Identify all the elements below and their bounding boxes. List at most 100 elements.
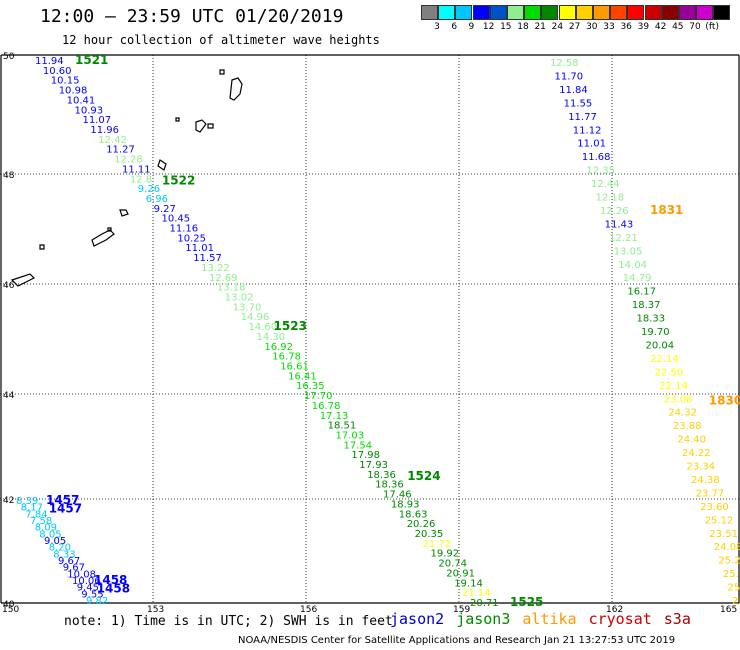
wave-height-value: 18.33 [637,314,666,325]
color-swatch [558,5,576,20]
wave-height-value: 14.60 [249,322,278,333]
color-swatch [489,5,507,20]
wave-height-value: 23.34 [687,462,716,473]
wave-height-value: 16.78 [272,352,301,363]
color-swatch [661,5,679,20]
wave-height-value: 18.36 [367,470,396,481]
wave-height-value: 9.27 [154,204,176,215]
map-subtitle: 12 hour collection of altimeter wave hei… [62,33,380,47]
pass-number-label: 1457 [46,493,79,507]
legend-item-jason3: jason3 [456,610,511,628]
wave-height-value: 10.06 [72,576,101,587]
wave-height-value: 18.51 [328,421,357,432]
color-swatch [455,5,473,20]
wave-height-value: 12.42 [98,135,127,146]
wave-height-value: 9.82 [86,596,108,607]
wave-height-value: 11.07 [83,115,112,126]
latitude-label: 48 [3,171,15,181]
wave-height-value: 11.11 [122,164,151,175]
color-swatch [610,5,628,20]
color-swatch [524,5,542,20]
wave-height-value: 17.13 [320,411,349,422]
wave-height-value: 25.2 [718,556,740,567]
pass-number-label: 1457 [49,502,82,516]
wave-height-value: 17.93 [359,460,388,471]
wave-height-value: 12.8 [130,174,152,185]
color-swatch [421,5,438,20]
wave-height-value: 25 [728,583,740,594]
footnote: note: 1) Time is in UTC; 2) SWH is in fe… [64,614,393,629]
wave-height-value: 22.50 [655,367,684,378]
wave-height-value: 23.51 [709,529,738,540]
wave-height-value: 19.92 [431,549,460,560]
latitude-label: 40 [3,600,15,610]
wave-height-value: 13.70 [233,302,262,313]
legend-item-jason2: jason2 [390,610,445,628]
legend-item-s3a: s3a [663,610,691,628]
color-scale-label: 27 [568,22,581,32]
color-scale-label: 9 [468,22,475,32]
wave-height-value: 12.58 [550,58,579,69]
color-swatch [696,5,714,20]
wave-height-value: 18.93 [391,500,420,511]
wave-height-value: 12.35 [586,166,615,177]
wave-height-value: 17.98 [351,450,380,461]
wave-height-value: 10.93 [75,105,104,116]
wave-height-value: 12.18 [596,193,625,204]
wave-height-value: 25.12 [705,515,734,526]
color-scale-label: 18 [517,22,529,32]
wave-height-value: 24.40 [677,435,706,446]
wave-height-value: 12.69 [209,273,238,284]
wave-height-value: 11.55 [564,98,593,109]
wave-height-value: 11.84 [559,85,588,96]
wave-height-value: 9.67 [58,556,80,567]
latitude-label: 50 [3,52,15,62]
wave-height-value: 24.32 [668,408,697,419]
wave-height-value: 19.70 [641,327,670,338]
pass-number-label: 1831 [650,203,683,217]
pass-number-label: 1522 [162,173,195,187]
wave-height-value: 10.15 [51,76,80,87]
wave-height-value: 16.61 [280,362,309,373]
wave-height-value: 13.05 [614,246,643,257]
wave-height-value: 20.04 [646,340,675,351]
color-scale-label: 24 [551,22,564,32]
pass-number-label: 1521 [75,53,108,67]
pass-number-label: 1458 [94,573,127,587]
wave-height-value: 25 [732,596,740,607]
pass-number-label: 1524 [407,469,440,483]
wave-height-value: 11.01 [577,139,606,150]
longitude-label: 159 [453,605,470,615]
pass-number-label: 1523 [274,319,307,333]
wave-height-value: 14.79 [623,273,652,284]
wave-height-value: 9.55 [81,589,103,600]
wave-height-value: 16.35 [296,381,325,392]
wave-height-value: 11.12 [573,125,602,136]
wave-height-value: 12.44 [591,179,620,190]
color-swatch [507,5,524,20]
wave-height-value: 8.17 [21,503,43,514]
wave-height-value: 11.94 [35,56,64,67]
wave-height-value: 10.25 [177,233,206,244]
wave-height-value: 23.77 [696,488,725,499]
color-swatch [593,5,610,20]
color-scale-label: 15 [500,22,512,32]
color-scale-label: 21 [534,22,546,32]
wave-height-value: 12.21 [609,233,638,244]
color-scale-label: 6 [451,22,458,32]
wave-height-value: 11.01 [185,243,214,254]
wave-height-value: 7.84 [25,509,47,520]
wave-height-value: 10.45 [162,214,191,225]
wave-height-value: 9.26 [138,184,160,195]
wave-height-value: 16.41 [288,371,317,382]
longitude-label: 165 [720,605,737,615]
color-swatch [438,5,456,20]
color-swatch [713,5,731,20]
wave-height-value: 8.33 [53,549,75,560]
color-scale-label: 39 [637,22,650,32]
wave-height-value: 14.30 [257,332,286,343]
wave-height-value: 20.26 [407,519,436,530]
wave-height-value: 10.98 [59,86,88,97]
wave-height-value: 22.14 [650,354,679,365]
